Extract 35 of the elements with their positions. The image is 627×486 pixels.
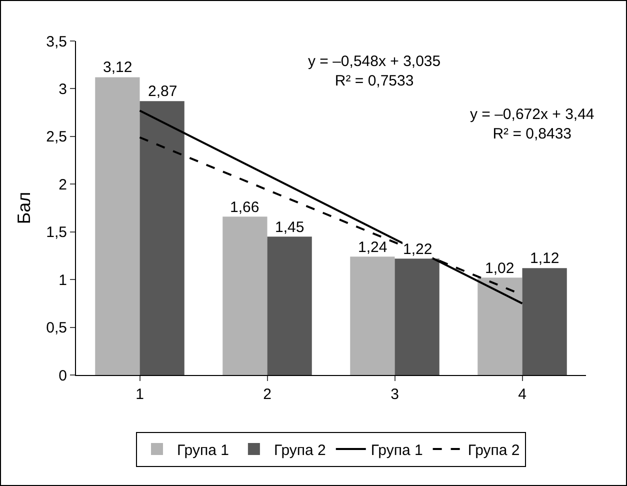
legend-label: Група 2 [274,442,326,459]
data-label: 3,12 [103,59,132,76]
y-tick-label: 3,5 [46,33,67,50]
y-tick-label: 3 [58,80,67,98]
data-label: 1,12 [530,250,560,267]
x-tick-label: 2 [263,386,272,403]
data-label: 2,87 [148,83,178,100]
x-tick-label: 4 [518,386,526,403]
data-label: 1,45 [275,219,304,236]
y-axis-title: Бал [14,192,34,224]
bar [350,256,395,375]
y-tick-label: 2 [58,176,67,194]
bar [394,258,440,375]
bar [140,101,184,375]
x-tick-label: 1 [136,386,144,403]
bar [222,216,268,375]
bar [522,268,567,375]
data-label: 1,22 [403,241,432,258]
legend-label: Група 2 [468,442,520,459]
y-tick-label: 2,5 [46,128,67,146]
legend-label: Група 1 [370,442,423,459]
data-label: 1,02 [485,260,514,277]
annotation: y = –0,548x + 3,035 R² = 0,7533 [308,53,441,90]
x-tick-label: 3 [390,386,399,403]
data-label: 1,66 [230,199,260,216]
data-label: 1,24 [358,239,388,256]
y-tick-label: 0 [58,367,67,384]
bar [478,278,522,375]
legend-label: Група 1 [177,442,229,459]
y-tick-label: 1 [58,272,67,289]
bar [267,236,312,375]
bar [95,77,140,375]
y-tick-label: 1,5 [46,224,67,242]
y-tick-label: 0,5 [46,320,67,337]
annotation: y = –0,672x + 3,44 R² = 0,8433 [470,106,594,142]
